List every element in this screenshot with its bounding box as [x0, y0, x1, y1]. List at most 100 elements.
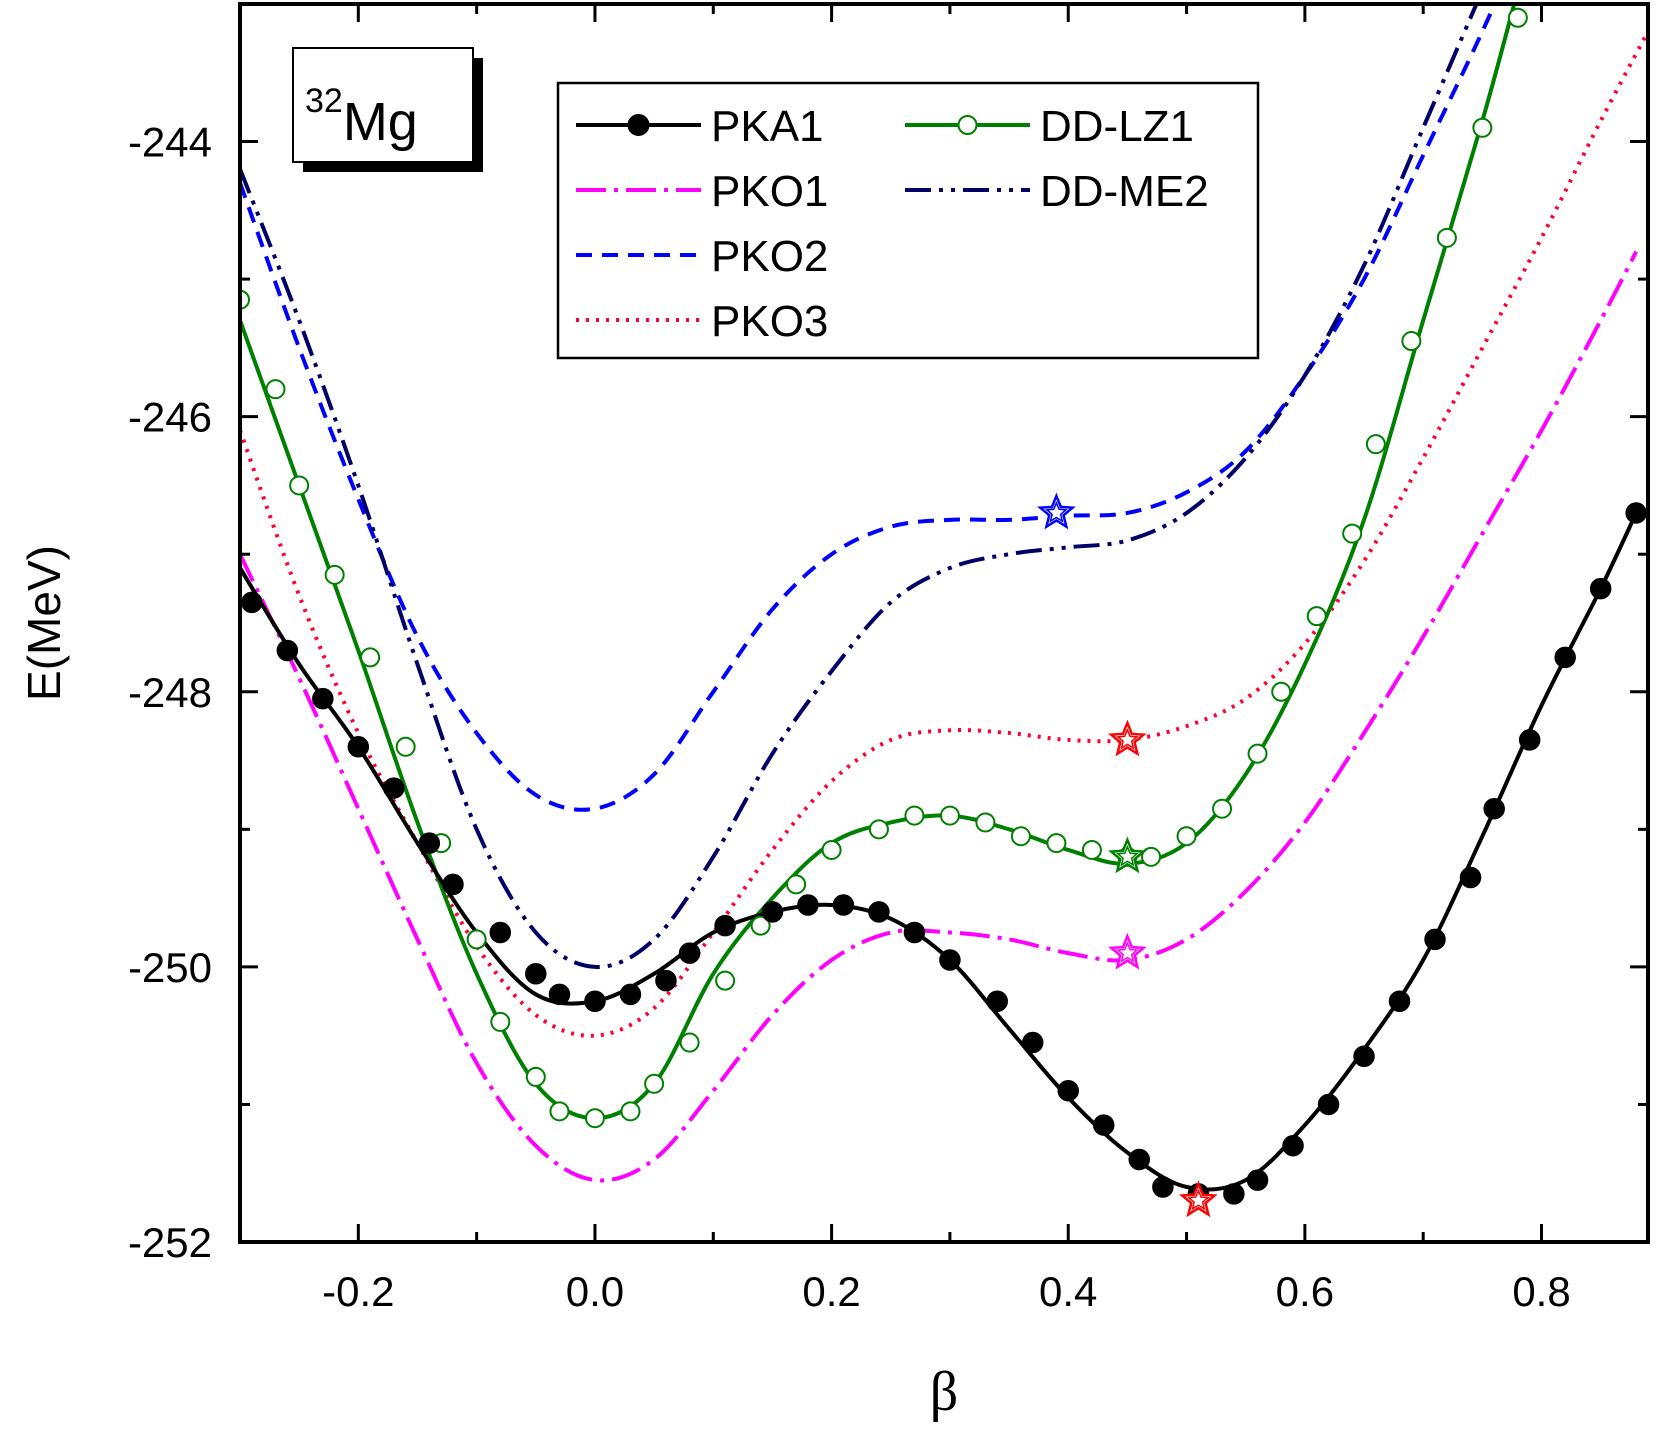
data-point-pka1: [1317, 1093, 1340, 1116]
minimum-star-dd-lz1: [1108, 836, 1147, 874]
data-point-pka1: [383, 777, 405, 799]
data-point-dd-lz1: [868, 819, 889, 840]
data-point-dd-lz1: [1081, 839, 1102, 860]
legend-marker-pka1: [627, 114, 650, 136]
nucleus-label: 32Mg: [305, 82, 418, 152]
data-point-dd-lz1: [490, 1011, 511, 1032]
data-point-dd-lz1: [1472, 117, 1493, 138]
series-line-pko1: [240, 250, 1638, 1183]
minimum-star-inner-pko3: [1116, 727, 1139, 750]
data-point-pka1: [986, 990, 1008, 1013]
x-tick-label: 0.2: [802, 1268, 860, 1315]
data-point-pka1: [761, 901, 784, 923]
data-point-dd-lz1: [975, 812, 996, 833]
data-point-dd-lz1: [679, 1032, 700, 1053]
legend-label-pko2: PKO2: [711, 232, 828, 281]
minimum-star-pko3: [1108, 719, 1147, 757]
data-point-dd-lz1: [1271, 681, 1292, 702]
legend-marker-dd-lz1: [957, 115, 978, 135]
legend-label-pko3: PKO3: [711, 297, 828, 346]
data-point-dd-lz1: [644, 1073, 665, 1094]
data-point-pka1: [655, 969, 677, 992]
data-point-pka1: [1388, 990, 1411, 1013]
minimum-star-inner-pko1: [1116, 941, 1139, 963]
data-point-dd-lz1: [715, 970, 736, 991]
ticks-layer: [238, 2, 1648, 1244]
legend-label-dd-lz1: DD-LZ1: [1040, 102, 1194, 151]
data-point-pka1: [1021, 1031, 1044, 1054]
data-point-dd-lz1: [821, 839, 842, 860]
legend-label-pka1: PKA1: [711, 102, 824, 151]
data-point-pka1: [312, 687, 334, 710]
minimum-star-inner-pko2: [1045, 501, 1068, 523]
x-axis-label: β: [930, 1361, 959, 1423]
data-point-dd-lz1: [265, 379, 286, 400]
x-tick-label: 0.6: [1276, 1268, 1334, 1315]
data-point-dd-lz1: [1141, 846, 1162, 867]
y-axis-label: E(MeV): [18, 545, 70, 701]
data-point-pka1: [797, 894, 819, 916]
data-point-pka1: [1589, 577, 1612, 600]
y-tick-label: -246: [128, 394, 212, 441]
data-point-pka1: [1057, 1079, 1079, 1102]
data-point-dd-lz1: [750, 915, 771, 936]
y-tick-label: -244: [128, 119, 212, 166]
x-tick-label: 0.8: [1512, 1268, 1570, 1315]
minimum-stars-layer: [1037, 492, 1218, 1218]
y-tick-label: -250: [128, 944, 212, 991]
data-point-dd-lz1: [1401, 331, 1422, 352]
x-tick-label: -0.2: [322, 1268, 394, 1315]
data-point-dd-lz1: [1306, 606, 1327, 627]
data-point-pka1: [525, 963, 547, 985]
data-point-pka1: [1483, 797, 1505, 820]
data-point-dd-lz1: [1342, 523, 1363, 544]
data-point-dd-lz1: [1176, 826, 1197, 847]
data-point-dd-lz1: [786, 874, 807, 895]
data-point-pka1: [584, 990, 606, 1013]
data-point-dd-lz1: [240, 289, 250, 310]
legend-box: [556, 81, 1260, 360]
data-point-dd-lz1: [1436, 227, 1457, 248]
data-point-dd-lz1: [1046, 833, 1067, 854]
data-point-pka1: [241, 591, 263, 614]
data-point-dd-lz1: [584, 1108, 605, 1129]
legend-label-dd-me2: DD-ME2: [1040, 167, 1209, 216]
minimum-star-pko1: [1108, 932, 1147, 970]
x-tick-labels: -0.2 0.0 0.2 0.4 0.6 0.8: [322, 1268, 1571, 1315]
series-line-pka1: [240, 512, 1638, 1192]
data-point-dd-lz1: [549, 1101, 570, 1122]
data-point-pka1: [1152, 1176, 1174, 1198]
data-point-dd-lz1: [324, 564, 345, 585]
y-tick-label: -248: [128, 669, 212, 716]
data-point-dd-lz1: [1507, 7, 1528, 28]
data-point-pka1: [1282, 1134, 1304, 1157]
data-point-dd-lz1: [1010, 826, 1031, 847]
data-point-pka1: [418, 832, 441, 854]
series-line-dd-me2: [240, 4, 1479, 969]
minimum-star-inner-dd-lz1: [1116, 844, 1139, 867]
data-point-pka1: [548, 983, 571, 1006]
data-point-pka1: [489, 921, 512, 944]
data-point-pka1: [714, 914, 736, 937]
series-line-pko2: [240, 4, 1497, 812]
data-point-dd-lz1: [525, 1066, 546, 1087]
data-point-pka1: [1353, 1045, 1375, 1068]
data-point-pka1: [1518, 729, 1541, 751]
data-point-dd-lz1: [395, 736, 416, 757]
nucleus-box: [292, 47, 474, 163]
y-tick-label: -252: [128, 1219, 212, 1266]
data-point-pka1: [1128, 1148, 1150, 1171]
data-point-dd-lz1: [939, 805, 960, 826]
data-point-pka1: [347, 736, 370, 758]
data-point-dd-lz1: [1212, 798, 1233, 819]
data-point-pka1: [1625, 502, 1647, 524]
nucleus-annotation: 32Mg: [292, 47, 483, 172]
legend-label-pko1: PKO1: [711, 167, 828, 216]
data-point-pka1: [678, 942, 701, 964]
data-point-pka1: [832, 894, 855, 916]
markers-layer: [240, 7, 1647, 1205]
data-point-dd-lz1: [620, 1101, 641, 1122]
data-point-pka1: [1092, 1114, 1115, 1136]
data-point-pka1: [868, 901, 890, 923]
